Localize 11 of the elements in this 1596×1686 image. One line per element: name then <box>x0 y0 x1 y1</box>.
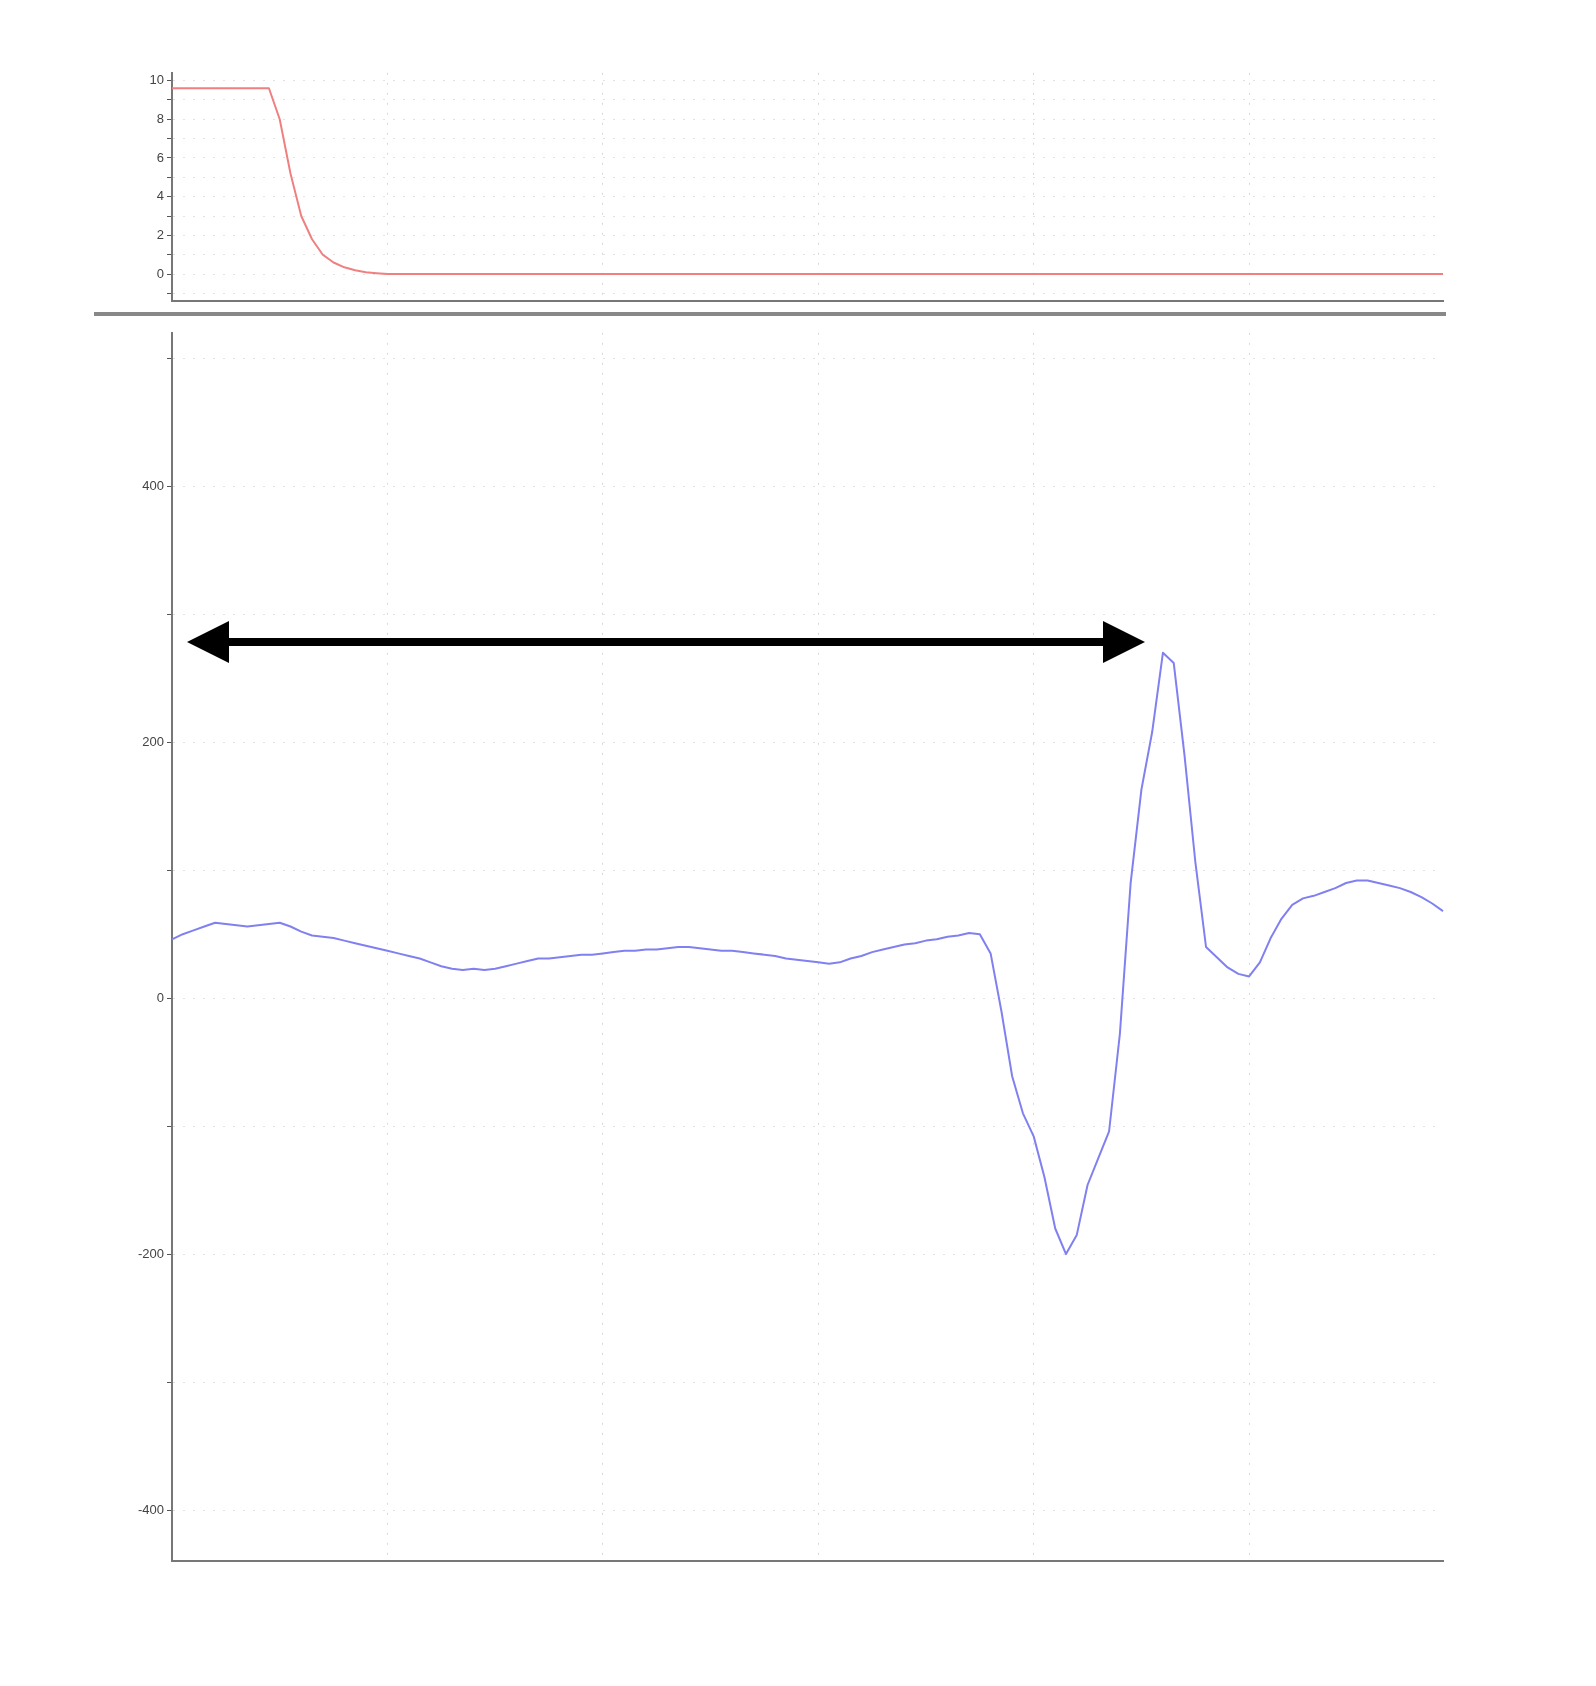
y-tick-label: 8 <box>156 110 164 126</box>
y-tick-label: 4 <box>156 188 164 204</box>
y-tick-label: -400 <box>137 1501 164 1517</box>
y-tick-label: -200 <box>137 1245 164 1261</box>
y-tick-label: 400 <box>142 477 164 493</box>
y-tick-label: 200 <box>142 733 164 749</box>
y-tick-label: 6 <box>156 149 164 165</box>
y-tick-label: 0 <box>156 265 164 281</box>
y-tick-label: 2 <box>156 226 164 242</box>
y-tick-label: 0 <box>156 989 164 1005</box>
y-tick-label: 10 <box>149 72 164 88</box>
